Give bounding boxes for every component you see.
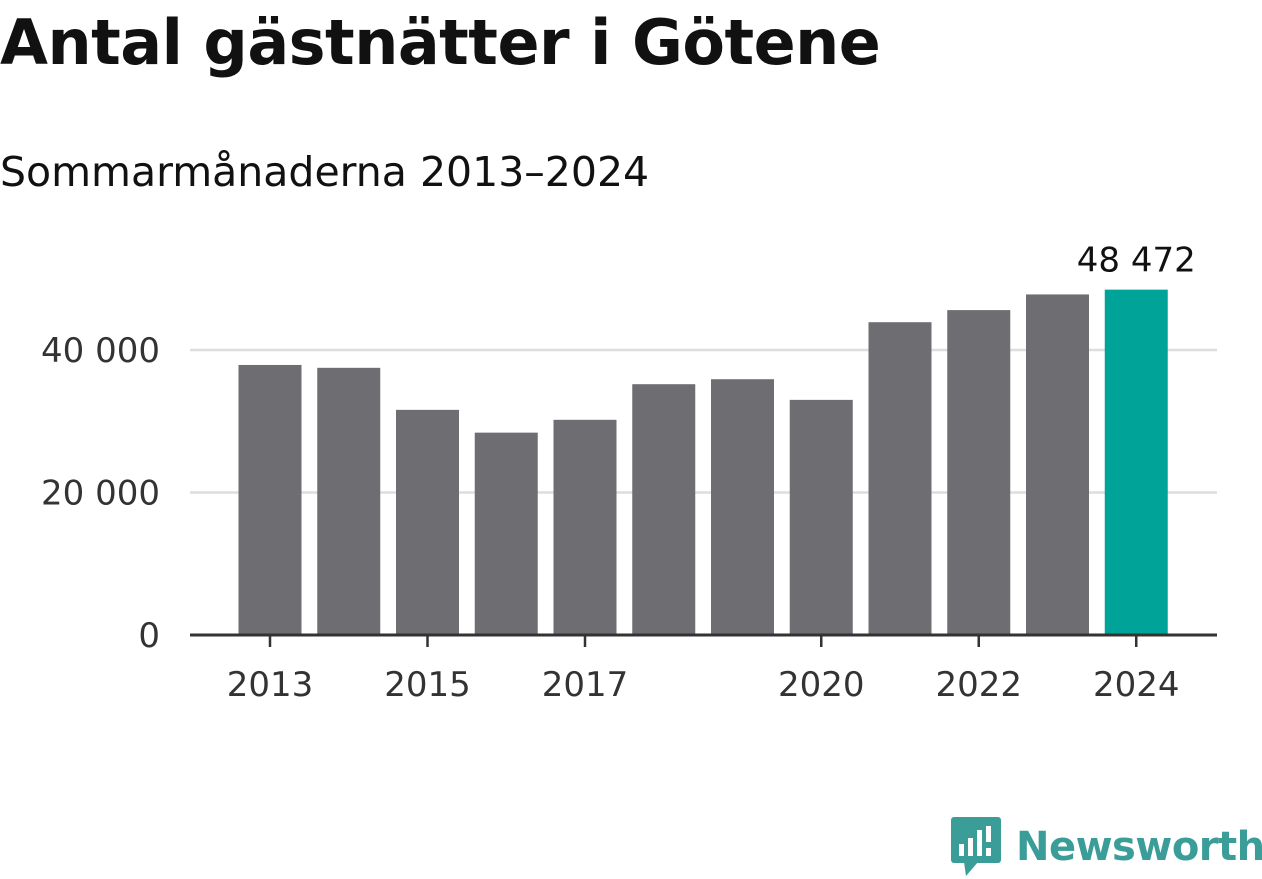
bar-2019 [711, 379, 774, 635]
bar-2015 [396, 409, 459, 635]
bar-2017 [553, 419, 617, 635]
x-tick-label: 2015 [384, 665, 471, 705]
bar-2016 [474, 432, 538, 635]
highlight-data-label: 48 472 [1077, 241, 1196, 281]
x-tick-label: 2024 [1093, 665, 1180, 705]
y-tick-label: 40 000 [41, 331, 160, 371]
chart-title: Antal gästnätter i Götene [0, 6, 881, 79]
bar-2021 [868, 322, 932, 635]
bar-2022 [947, 310, 1011, 635]
bar-2013 [238, 364, 302, 635]
y-tick-label: 20 000 [41, 474, 160, 514]
bar-2024 [1104, 289, 1168, 635]
x-tick-label: 2017 [542, 665, 629, 705]
chart-bubble-icon [951, 817, 1001, 876]
bar-2018 [632, 384, 696, 635]
x-tick-label: 2022 [935, 665, 1022, 705]
chart-subtitle: Sommarmånaderna 2013–2024 [0, 148, 650, 196]
y-tick-label: 0 [138, 616, 160, 656]
bar-chart: 0 20 000 40 000 48 472 2013 2015 2017 2020 2022 2… [41, 241, 1217, 705]
bar-2014 [317, 367, 381, 635]
bar-2023 [1026, 294, 1089, 635]
brand-name: Newsworthy [1016, 824, 1262, 870]
x-tick-label: 2013 [227, 665, 314, 705]
brand-logo: Newsworthy [950, 816, 1262, 878]
x-tick-label: 2020 [778, 665, 865, 705]
bar-2020 [789, 399, 853, 635]
